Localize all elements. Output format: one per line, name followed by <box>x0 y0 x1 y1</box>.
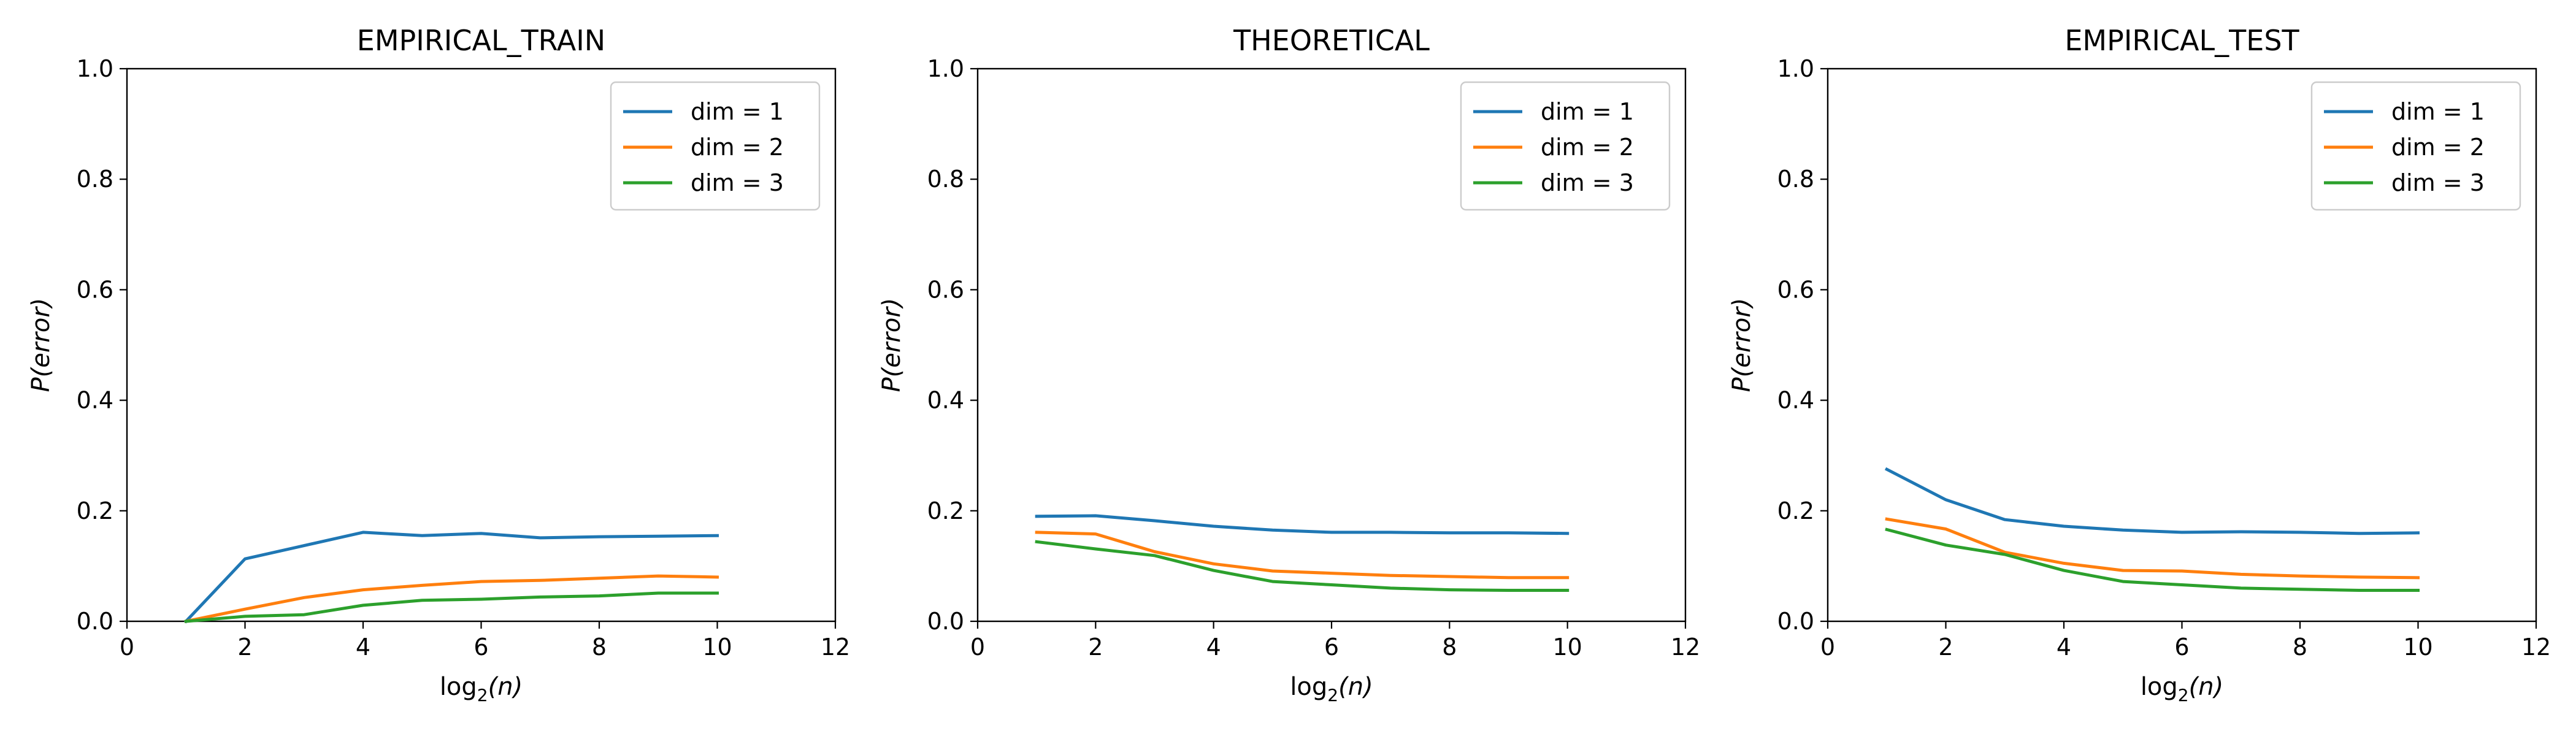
legend-box <box>2310 81 2521 211</box>
legend-label-dim-1: dim = 1 <box>2391 98 2485 125</box>
x-axis-label-arg: (n) <box>488 673 523 701</box>
legend-label-dim-1: dim = 1 <box>691 98 784 125</box>
legend-label-dim-2: dim = 2 <box>2391 134 2485 161</box>
x-tick-label: 4 <box>356 634 370 661</box>
series-line-dim-3 <box>184 591 719 623</box>
y-tick-label: 0.8 <box>1777 166 1814 193</box>
legend-box <box>1460 81 1671 211</box>
x-axis-label-subscript: 2 <box>2178 685 2189 705</box>
x-axis-label-main: log <box>440 673 477 701</box>
y-tick-label: 0.4 <box>1777 387 1814 414</box>
y-tick-label: 0.4 <box>77 387 113 414</box>
y-tick-label: 0.6 <box>1777 276 1814 303</box>
y-axis-label: P(error) <box>878 298 906 393</box>
chart-panel-2: THEORETICAL 0 2 4 6 8 10 12 0.0 0.2 0.4 0.6 0.8 1.0 lo… <box>878 24 1700 705</box>
chart-title: EMPIRICAL_TEST <box>2064 24 2299 57</box>
x-axis-label: log2(n) <box>1290 673 1373 705</box>
x-axis-label-arg: (n) <box>1338 673 1373 701</box>
x-tick-label: 2 <box>237 634 252 661</box>
y-tick-label: 0.8 <box>927 166 964 193</box>
chart-title: THEORETICAL <box>1233 24 1430 57</box>
series-line-dim-2 <box>1885 517 2420 580</box>
x-tick-label: 0 <box>1820 634 1835 661</box>
y-tick-label: 1.0 <box>927 55 964 82</box>
y-tick-label: 0.8 <box>77 166 113 193</box>
legend: dim = 1 dim = 2 dim = 3 <box>2310 81 2521 211</box>
legend-label-dim-1: dim = 1 <box>1541 98 1634 125</box>
series-line-dim-2 <box>184 574 719 623</box>
x-tick-label: 4 <box>1206 634 1221 661</box>
x-axis-label-arg: (n) <box>2189 673 2224 701</box>
y-tick-label: 0.4 <box>927 387 964 414</box>
chart-panel-3: EMPIRICAL_TEST 0 2 4 6 8 10 12 0.0 0.2 0.4 0.6 0.8 1.… <box>1728 24 2551 705</box>
x-tick-label: 8 <box>592 634 607 661</box>
x-axis-label: log2(n) <box>440 673 523 705</box>
series-line-dim-1 <box>1035 514 1570 535</box>
y-tick-label: 0.6 <box>77 276 113 303</box>
x-axis-label-main: log <box>1290 673 1327 701</box>
y-tick-label: 0.2 <box>1777 497 1814 524</box>
x-tick-label: 10 <box>2403 634 2432 661</box>
x-tick-label: 6 <box>473 634 488 661</box>
x-tick-label: 0 <box>970 634 985 661</box>
legend-label-dim-2: dim = 2 <box>1541 134 1634 161</box>
y-tick-label: 1.0 <box>77 55 113 82</box>
x-tick-label: 12 <box>821 634 850 661</box>
x-tick-label: 0 <box>120 634 134 661</box>
y-tick-label: 0.0 <box>1777 608 1814 635</box>
x-tick-label: 6 <box>1324 634 1339 661</box>
x-tick-label: 10 <box>1552 634 1582 661</box>
legend-box <box>610 81 821 211</box>
legend: dim = 1 dim = 2 dim = 3 <box>1460 81 1671 211</box>
x-axis-label-subscript: 2 <box>477 685 488 705</box>
chart-title: EMPIRICAL_TRAIN <box>357 24 605 57</box>
x-tick-label: 10 <box>702 634 732 661</box>
x-tick-label: 6 <box>2174 634 2189 661</box>
x-axis-label-main: log <box>2141 673 2178 701</box>
y-tick-label: 0.6 <box>927 276 964 303</box>
y-tick-label: 1.0 <box>1777 55 1814 82</box>
legend-label-dim-3: dim = 3 <box>691 169 784 196</box>
x-axis-label-subscript: 2 <box>1327 685 1338 705</box>
series-line-dim-1 <box>183 531 719 624</box>
y-tick-label: 0.2 <box>927 497 964 524</box>
chart-panel-1: EMPIRICAL_TRAIN 0 2 4 6 8 10 12 0.0 0.2 0.4 0.6 0.8 1… <box>27 24 850 705</box>
legend-label-dim-3: dim = 3 <box>1541 169 1634 196</box>
y-tick-label: 0.0 <box>77 608 113 635</box>
x-tick-label: 12 <box>1671 634 1700 661</box>
legend-label-dim-2: dim = 2 <box>691 134 784 161</box>
x-tick-label: 2 <box>1938 634 1953 661</box>
y-axis-label: P(error) <box>27 298 55 393</box>
y-tick-label: 0.0 <box>927 608 964 635</box>
series-line-dim-2 <box>1035 531 1570 580</box>
legend-label-dim-3: dim = 3 <box>2391 169 2485 196</box>
x-tick-label: 12 <box>2521 634 2551 661</box>
x-tick-label: 4 <box>2057 634 2071 661</box>
series-line-dim-3 <box>1885 527 2420 592</box>
y-axis-label: P(error) <box>1728 298 1756 393</box>
x-axis-label: log2(n) <box>2141 673 2223 705</box>
x-tick-label: 2 <box>1088 634 1103 661</box>
y-tick-label: 0.2 <box>77 497 113 524</box>
series-line-dim-3 <box>1035 540 1570 592</box>
x-tick-label: 8 <box>1442 634 1457 661</box>
legend: dim = 1 dim = 2 dim = 3 <box>610 81 821 211</box>
x-tick-label: 8 <box>2293 634 2307 661</box>
series-line-dim-1 <box>1884 467 2420 535</box>
